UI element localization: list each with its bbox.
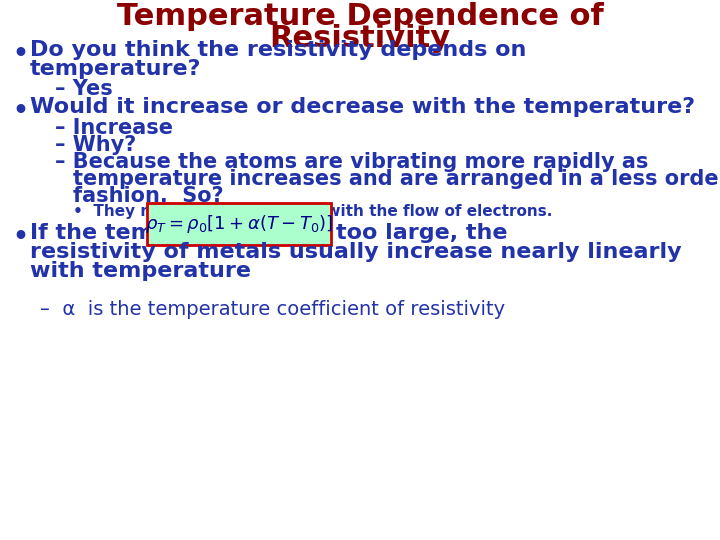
FancyBboxPatch shape — [147, 203, 331, 245]
Text: –  α  is the temperature coefficient of resistivity: – α is the temperature coefficient of re… — [40, 300, 505, 319]
Text: temperature increases and are arranged in a less orderly: temperature increases and are arranged i… — [73, 169, 720, 189]
Text: $\rho_T = \rho_0\left[1+\alpha\left(T-T_0\right)\right]$: $\rho_T = \rho_0\left[1+\alpha\left(T-T_… — [145, 213, 333, 235]
Text: temperature?: temperature? — [30, 59, 202, 79]
Text: fashion.  So?: fashion. So? — [73, 186, 224, 206]
Text: Would it increase or decrease with the temperature?: Would it increase or decrease with the t… — [30, 97, 695, 117]
Text: •: • — [12, 42, 28, 66]
Text: with temperature: with temperature — [30, 261, 251, 281]
Text: •  They might interfere more with the flow of electrons.: • They might interfere more with the flo… — [73, 204, 552, 219]
Text: – Why?: – Why? — [55, 135, 136, 155]
Text: If the temper: If the temper — [30, 223, 196, 243]
Text: •: • — [12, 225, 28, 249]
Text: •: • — [12, 99, 28, 123]
Text: too large, the: too large, the — [336, 223, 508, 243]
Text: – Increase: – Increase — [55, 118, 173, 138]
Text: resistivity of metals usually increase nearly linearly: resistivity of metals usually increase n… — [30, 242, 682, 262]
Text: Do you think the resistivity depends on: Do you think the resistivity depends on — [30, 40, 526, 60]
Text: Temperature Dependence of: Temperature Dependence of — [117, 2, 603, 31]
Text: Resistivity: Resistivity — [269, 24, 451, 53]
Text: – Because the atoms are vibrating more rapidly as: – Because the atoms are vibrating more r… — [55, 152, 649, 172]
Text: – Yes: – Yes — [55, 79, 113, 99]
